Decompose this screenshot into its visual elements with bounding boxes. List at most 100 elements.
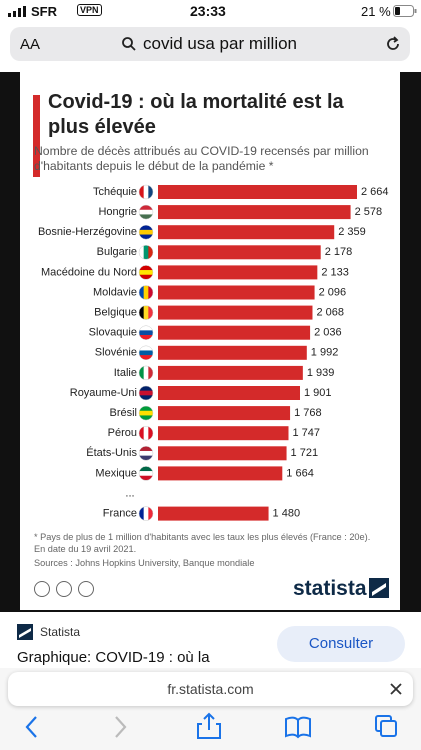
bar (158, 386, 301, 400)
flag-border (138, 466, 154, 481)
date-note: En date du 19 avril 2021. (34, 544, 137, 554)
category-label: ... (125, 487, 134, 499)
address-bar[interactable]: AA covid usa par million (10, 27, 410, 61)
reload-icon[interactable] (384, 35, 402, 53)
flag-stripe (143, 426, 149, 441)
value-label: 1 721 (291, 447, 319, 459)
flag-stripe (143, 305, 149, 320)
category-label: Tchéquie (93, 186, 137, 198)
forward-button[interactable] (115, 716, 127, 738)
bar (158, 185, 357, 199)
flag-border (138, 224, 154, 240)
value-label: 1 992 (311, 347, 339, 359)
flag-border (138, 184, 154, 200)
flag-stripe (139, 466, 153, 472)
flag (139, 345, 153, 360)
flag-stripe (139, 446, 153, 452)
flag (139, 406, 153, 421)
close-icon[interactable] (390, 683, 402, 695)
chart-title: Covid-19 : où la mortalité est la plus é… (48, 91, 344, 138)
value-label: 2 096 (319, 286, 347, 298)
category-label: Macédoine du Nord (41, 266, 137, 278)
value-label: 2 359 (338, 226, 366, 238)
flag (139, 365, 153, 380)
flag-stripe (139, 386, 153, 391)
category-label: Brésil (109, 407, 137, 419)
value-label: 2 664 (361, 186, 389, 198)
value-label: 1 901 (304, 387, 332, 399)
flag-border (138, 265, 154, 280)
flag-border (138, 245, 154, 260)
flag-stripe (139, 325, 153, 331)
flag-border (138, 405, 154, 421)
flag (139, 446, 153, 461)
flag-stripe (139, 234, 153, 240)
search-query[interactable]: covid usa par million (143, 34, 298, 53)
search-icon (122, 37, 136, 51)
value-label: 1 747 (293, 427, 321, 439)
flag-stripe (143, 365, 149, 380)
bar (158, 285, 315, 300)
flag-stripe (139, 335, 153, 340)
flag (139, 466, 153, 481)
tabs-button[interactable] (380, 720, 397, 737)
value-label: 2 133 (321, 266, 349, 278)
bookmarks-button[interactable] (285, 716, 311, 739)
flag-stripe (148, 426, 153, 441)
flag-border (138, 446, 154, 461)
bar (158, 506, 269, 521)
share-button[interactable] (197, 712, 221, 739)
category-label: États-Unis (86, 446, 137, 459)
flag (139, 426, 153, 441)
license-icons (34, 581, 94, 597)
flag-stripe (139, 305, 144, 320)
category-label: Moldavie (93, 286, 137, 298)
back-button[interactable] (25, 716, 37, 738)
bar (158, 406, 291, 421)
flag (139, 225, 153, 240)
bar (158, 466, 283, 481)
text-size-button[interactable]: AA (20, 36, 41, 53)
domain-bar[interactable]: fr.statista.com (8, 672, 413, 706)
flag-stripe (139, 274, 153, 280)
flag-border (138, 204, 154, 220)
domain: fr.statista.com (167, 681, 254, 697)
category-label: Belgique (94, 307, 137, 319)
flag-stripe (139, 506, 144, 521)
flag-border (138, 425, 154, 441)
consult-button[interactable]: Consulter (277, 626, 405, 662)
flag-stripe (139, 185, 144, 199)
flag-stripe (148, 506, 153, 521)
category-label: Mexique (95, 467, 137, 479)
clock: 23:33 (190, 3, 226, 19)
value-label: 2 578 (355, 206, 383, 218)
flag-stripe (143, 185, 149, 199)
bar (158, 205, 351, 220)
flag (139, 245, 153, 260)
site-name: Statista (40, 625, 81, 639)
flag-stripe (143, 285, 149, 300)
bar (158, 325, 311, 340)
flag-stripe (139, 475, 153, 481)
flag-border (138, 305, 154, 320)
signal-icon (8, 6, 26, 17)
flag (139, 386, 153, 400)
result-headline[interactable]: Graphique: COVID-19 : où la (17, 649, 210, 666)
flag-stripe (139, 214, 153, 220)
bar (158, 245, 321, 260)
site-icon (17, 624, 33, 640)
flag (139, 285, 153, 300)
flag-stripe (143, 245, 149, 260)
category-label: Italie (114, 367, 137, 379)
value-label: 2 178 (325, 246, 353, 258)
toolbar (25, 712, 397, 739)
flag-stripe (148, 185, 153, 199)
value-label: 2 036 (314, 327, 342, 339)
flag (139, 265, 153, 280)
value-label: 1 664 (286, 467, 314, 479)
status-bar: SFR VPN 23:33 21 % (0, 0, 421, 22)
flag-stripe (148, 365, 153, 380)
footnote: * Pays de plus de 1 million d'habitants … (34, 532, 371, 542)
flag-stripe (139, 455, 153, 461)
flag-border (138, 325, 154, 340)
